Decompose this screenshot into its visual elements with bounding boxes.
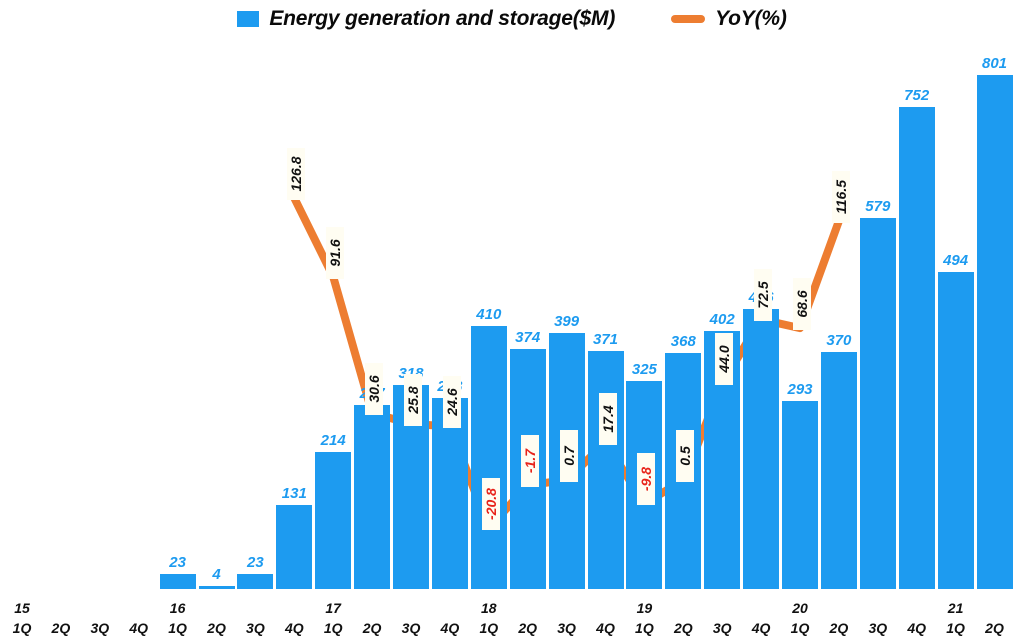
x-tick-quarter-19-4Q: 4Q bbox=[751, 620, 771, 636]
yoy-value-label-17-2Q: 30.6 bbox=[365, 363, 384, 416]
bar-value-label-19-1Q: 325 bbox=[631, 360, 657, 378]
x-tick-quarter-21-2Q: 2Q bbox=[985, 620, 1004, 636]
yoy-value-label-17-1Q: 91.6 bbox=[326, 226, 345, 279]
legend-item-bar-series[interactable]: Energy generation and storage($M) bbox=[237, 7, 615, 31]
bar-value-label-20-1Q: 293 bbox=[787, 381, 813, 399]
yoy-value-label-18-2Q: -1.7 bbox=[520, 435, 539, 488]
x-tick-quarter-18-3Q: 3Q bbox=[557, 620, 576, 636]
x-tick-quarter-19-3Q: 3Q bbox=[712, 620, 732, 636]
x-tick-quarter-15-4Q: 4Q bbox=[129, 620, 149, 636]
x-tick-year-18: 18 bbox=[481, 600, 497, 616]
bar-value-label-17-1Q: 214 bbox=[320, 431, 346, 449]
x-tick-quarter-16-2Q: 2Q bbox=[207, 620, 226, 636]
yoy-value-label-18-1Q: -20.8 bbox=[481, 478, 500, 530]
bar-value-label-19-3Q: 402 bbox=[709, 311, 735, 329]
plot-area: 2342313121428731829841037439937132536840… bbox=[159, 55, 1013, 589]
bar-20-4Q[interactable] bbox=[898, 106, 935, 589]
x-tick-quarter-19-2Q: 2Q bbox=[673, 620, 693, 636]
x-tick-quarter-19-1Q: 1Q bbox=[635, 620, 654, 636]
yoy-value-label-18-4Q: 17.4 bbox=[598, 392, 617, 445]
bar-20-3Q[interactable] bbox=[859, 217, 896, 589]
bar-17-4Q[interactable] bbox=[431, 397, 468, 589]
x-tick-quarter-17-2Q: 2Q bbox=[362, 620, 382, 636]
yoy-value-label-19-2Q: 0.5 bbox=[676, 430, 695, 483]
x-tick-quarter-16-3Q: 3Q bbox=[246, 620, 265, 636]
bar-value-label-21-2Q: 801 bbox=[981, 55, 1008, 73]
x-tick-quarter-20-1Q: 1Q bbox=[790, 620, 810, 636]
bar-value-label-16-3Q: 23 bbox=[247, 554, 264, 572]
yoy-value-label-19-4Q: 72.5 bbox=[754, 269, 773, 322]
x-tick-quarter-18-4Q: 4Q bbox=[596, 620, 615, 636]
x-tick-year-16: 16 bbox=[169, 600, 186, 616]
x-tick-quarter-17-3Q: 3Q bbox=[401, 620, 421, 636]
bar-18-1Q[interactable] bbox=[470, 325, 507, 589]
chart-legend: Energy generation and storage($M) YoY(%) bbox=[0, 2, 1024, 36]
bar-value-label-18-4Q: 371 bbox=[592, 331, 619, 348]
x-tick-quarter-21-1Q: 1Q bbox=[946, 620, 965, 636]
bar-value-label-20-3Q: 579 bbox=[865, 197, 891, 215]
x-tick-quarter-20-4Q: 4Q bbox=[907, 620, 927, 636]
line-swatch-icon bbox=[671, 15, 706, 23]
bar-value-label-18-1Q: 410 bbox=[476, 305, 502, 323]
bar-16-3Q[interactable] bbox=[237, 574, 274, 589]
x-tick-year-21: 21 bbox=[947, 600, 964, 616]
x-tick-quarter-20-3Q: 3Q bbox=[868, 620, 888, 636]
bar-value-label-20-4Q: 752 bbox=[904, 86, 930, 104]
x-tick-quarter-16-1Q: 1Q bbox=[168, 620, 187, 636]
yoy-value-label-19-1Q: -9.8 bbox=[637, 453, 656, 506]
bar-value-label-16-1Q: 23 bbox=[169, 554, 186, 572]
yoy-value-label-16-4Q: 126.8 bbox=[287, 147, 306, 200]
x-tick-year-17: 17 bbox=[325, 600, 341, 616]
x-tick-quarter-17-1Q: 1Q bbox=[323, 620, 343, 636]
x-tick-quarter-15-2Q: 2Q bbox=[51, 620, 71, 636]
bar-value-label-16-2Q: 4 bbox=[212, 566, 221, 584]
bar-16-2Q[interactable] bbox=[198, 586, 235, 589]
bar-value-label-18-2Q: 374 bbox=[515, 329, 541, 347]
legend-label-line-series: YoY(%) bbox=[715, 7, 787, 30]
bar-value-label-16-4Q: 131 bbox=[281, 484, 307, 502]
x-tick-year-19: 19 bbox=[636, 600, 653, 616]
yoy-value-label-17-4Q: 24.6 bbox=[442, 376, 461, 429]
x-tick-year-15: 15 bbox=[14, 600, 30, 616]
bar-20-1Q[interactable] bbox=[782, 401, 818, 589]
yoy-value-label-17-3Q: 25.8 bbox=[404, 373, 422, 426]
bar-value-label-19-2Q: 368 bbox=[670, 332, 696, 350]
yoy-value-label-20-1Q: 68.6 bbox=[793, 278, 811, 331]
bar-21-2Q[interactable] bbox=[976, 75, 1013, 589]
x-tick-year-20: 20 bbox=[792, 600, 808, 616]
square-swatch-icon bbox=[237, 11, 260, 27]
yoy-value-label-18-3Q: 0.7 bbox=[559, 429, 578, 482]
bar-value-label-21-1Q: 494 bbox=[943, 252, 969, 270]
x-axis: 1Q 2Q 3Q 4Q 1Q 2Q 3Q 4Q 1Q 2Q 3Q 4Q 1Q 2Q 3Q 4Q 1Q 2Q 3Q 4Q… bbox=[0, 598, 1024, 640]
bar-18-4Q[interactable] bbox=[587, 351, 624, 589]
legend-label-bar-series: Energy generation and storage($M) bbox=[269, 7, 616, 30]
yoy-value-label-20-2Q: 116.5 bbox=[831, 171, 850, 223]
bar-value-label-20-2Q: 370 bbox=[826, 331, 852, 349]
bar-19-4Q[interactable] bbox=[743, 309, 780, 589]
x-tick-quarter-20-2Q: 2Q bbox=[829, 620, 849, 636]
bar-16-4Q[interactable] bbox=[276, 504, 313, 589]
bar-16-1Q[interactable] bbox=[159, 574, 196, 589]
bar-21-1Q[interactable] bbox=[937, 272, 974, 589]
bar-value-label-18-3Q: 399 bbox=[554, 313, 580, 331]
bar-17-1Q[interactable] bbox=[315, 451, 352, 589]
x-tick-quarter-17-4Q: 4Q bbox=[440, 620, 460, 636]
x-tick-quarter-15-1Q: 1Q bbox=[12, 620, 32, 636]
x-tick-quarter-18-2Q: 2Q bbox=[518, 620, 538, 636]
bar-20-2Q[interactable] bbox=[820, 351, 857, 589]
x-tick-quarter-18-1Q: 1Q bbox=[479, 620, 499, 636]
legend-item-line-series[interactable]: YoY(%) bbox=[671, 7, 787, 31]
x-tick-quarter-15-3Q: 3Q bbox=[90, 620, 110, 636]
yoy-value-label-19-3Q: 44.0 bbox=[715, 333, 734, 386]
bar-17-2Q[interactable] bbox=[354, 404, 391, 589]
x-tick-quarter-16-4Q: 4Q bbox=[284, 620, 304, 636]
